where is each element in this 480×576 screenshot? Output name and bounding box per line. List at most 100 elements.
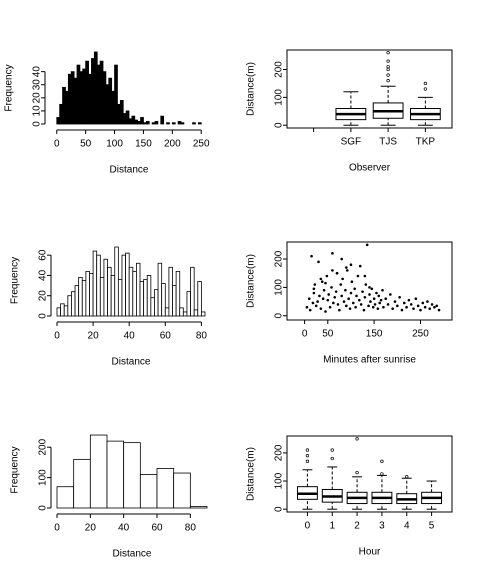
point (350, 280, 354, 284)
bar (128, 118, 133, 125)
point (324, 281, 327, 285)
point (421, 301, 425, 305)
x-tick-label: 200 (164, 139, 181, 150)
bar (89, 272, 94, 317)
point (333, 296, 337, 299)
bar (78, 277, 83, 317)
x-axis-title: Hour (359, 547, 381, 558)
bar (91, 58, 95, 125)
outlier (355, 470, 359, 475)
bar (197, 122, 202, 125)
y-axis-title: Distance(m) (246, 447, 257, 501)
bar (173, 472, 191, 509)
point (331, 252, 334, 255)
x-tick-label: 20 (88, 331, 100, 342)
point (324, 310, 327, 313)
point (340, 294, 343, 298)
bar (93, 51, 98, 125)
bar (143, 279, 148, 317)
bar (123, 442, 141, 509)
x-tick-label: 150 (135, 139, 152, 150)
bar (56, 307, 62, 317)
x-axis-title: Distance (113, 549, 152, 560)
point (398, 296, 401, 299)
x-tick-label: 0 (54, 139, 60, 150)
bar (121, 254, 126, 317)
x-tick-label: 40 (124, 331, 136, 342)
bar (192, 122, 196, 125)
point (356, 274, 360, 278)
x-tick-label: 5 (429, 521, 435, 532)
bar (71, 291, 76, 317)
point (384, 297, 388, 301)
point (359, 303, 363, 306)
outlier (386, 59, 390, 63)
bar (107, 266, 112, 317)
point (379, 298, 383, 302)
x-axis-title: Distance (112, 357, 151, 368)
bar (63, 305, 69, 317)
bar (81, 280, 87, 317)
point (314, 304, 318, 308)
y-axis-title: Frequency (10, 446, 21, 493)
x-tick-label: 40 (118, 523, 130, 534)
point (339, 283, 343, 286)
bar (139, 474, 158, 509)
bar (85, 60, 89, 125)
point (330, 286, 333, 289)
point (319, 277, 323, 281)
point (331, 269, 334, 272)
point (310, 254, 313, 258)
bar (56, 117, 61, 125)
bar (102, 71, 107, 125)
y-tick-label: 0 (274, 506, 285, 512)
y-tick-label: 0 (274, 122, 285, 128)
bar (186, 291, 191, 317)
point (335, 271, 339, 275)
point (347, 297, 350, 301)
point (428, 307, 432, 310)
point (426, 300, 429, 303)
y-tick-label: 200 (274, 250, 285, 267)
point (341, 277, 344, 281)
point (319, 307, 323, 310)
bar (131, 115, 136, 125)
bar (114, 64, 118, 125)
x-tick-label: 0 (54, 331, 60, 342)
bar (73, 77, 78, 125)
point (382, 305, 385, 309)
y-tick-label: 40 (32, 66, 43, 78)
bar (79, 71, 84, 125)
x-tick-label: 3 (379, 521, 385, 532)
point (316, 300, 319, 303)
y-tick-label: 200 (274, 444, 285, 461)
point (400, 308, 404, 312)
bar (62, 86, 66, 125)
bar (73, 458, 91, 509)
bar (110, 275, 116, 317)
y-tick-label: 0 (32, 121, 43, 127)
point (423, 305, 427, 309)
bar (200, 311, 206, 317)
x-tick-label: 1 (329, 521, 335, 532)
bar (154, 120, 159, 125)
bar (67, 73, 72, 125)
x-tick-label: 4 (404, 521, 410, 532)
bar (166, 122, 170, 125)
y-tick-label: 100 (274, 279, 285, 296)
point (340, 257, 343, 261)
bar (60, 303, 65, 317)
bar (139, 281, 145, 317)
point (435, 304, 439, 308)
y-tick-label: 10 (32, 105, 43, 117)
x-tick-label: 50 (80, 139, 92, 150)
point (368, 286, 371, 289)
point (318, 294, 321, 298)
bar (67, 295, 72, 317)
point (317, 260, 320, 264)
point (372, 297, 376, 301)
bar (108, 77, 113, 125)
point (345, 266, 348, 269)
point (307, 297, 311, 301)
plot-frame (286, 49, 453, 129)
